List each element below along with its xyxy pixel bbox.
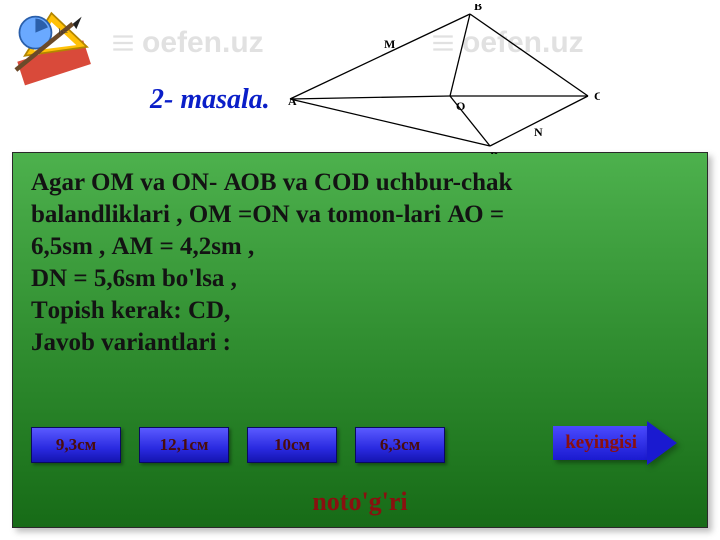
svg-text:B: B (474, 4, 482, 13)
next-button-label: keyingisi (565, 432, 637, 454)
problem-line: DN = 5,6sm bo'lsа , (31, 263, 689, 295)
svg-text:N: N (534, 125, 543, 139)
math-tools-icon: b= (10, 6, 100, 86)
watermark: oefen.uz (110, 26, 264, 60)
answer-option-3[interactable]: 10см (247, 427, 337, 463)
problem-line: Tоpish kеrаk: CD, (31, 295, 689, 327)
problem-title: 2- masala. (150, 84, 270, 116)
svg-text:b=: b= (59, 26, 68, 36)
problem-line: Jаvоb vаriаntlаri : (31, 327, 689, 359)
answer-option-4[interactable]: 6,3см (355, 427, 445, 463)
problem-line: bаlаndliklаri , ОМ =ОN vа tоmоn-lаri АО … (31, 199, 689, 231)
svg-text:C: C (594, 89, 600, 103)
problem-text: Agar ОМ vа ОN- АОB vа CОD uchbur-chаk bа… (31, 167, 689, 359)
svg-text:O: O (456, 99, 465, 113)
geometry-diagram: A M B O C N D (280, 4, 600, 154)
answer-options-row: 9,3см 12,1см 10см 6,3см (31, 427, 445, 463)
arrow-right-icon (647, 421, 677, 465)
answer-option-2[interactable]: 12,1см (139, 427, 229, 463)
next-button[interactable]: keyingisi (553, 426, 647, 460)
next-button-wrap[interactable]: keyingisi (553, 421, 677, 465)
svg-text:D: D (490, 149, 499, 154)
answer-option-1[interactable]: 9,3см (31, 427, 121, 463)
problem-line: Agar ОМ vа ОN- АОB vа CОD uchbur-chаk (31, 167, 689, 199)
problem-line: 6,5sm , АМ = 4,2sm , (31, 231, 689, 263)
svg-text:M: M (384, 37, 395, 51)
svg-text:A: A (288, 94, 297, 108)
problem-panel: Agar ОМ vа ОN- АОB vа CОD uchbur-chаk bа… (12, 152, 708, 528)
watermark-text: oefen.uz (142, 26, 264, 60)
feedback-text: noto'g'ri (13, 487, 707, 517)
